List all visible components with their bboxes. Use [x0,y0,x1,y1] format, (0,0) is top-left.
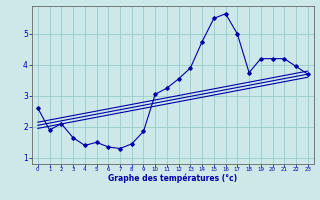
X-axis label: Graphe des températures (°c): Graphe des températures (°c) [108,174,237,183]
